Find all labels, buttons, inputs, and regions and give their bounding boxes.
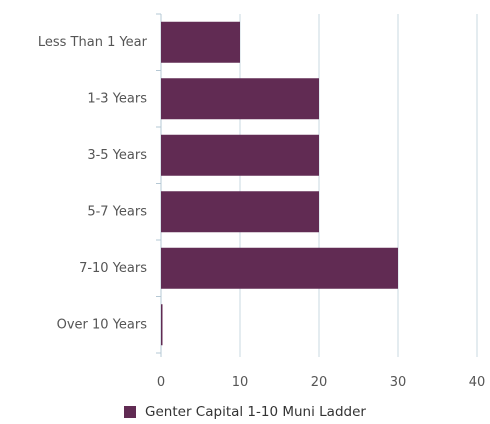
bar-chart: Less Than 1 Year 1-3 Years 3-5 Years 5-7 Ye…	[38, 13, 486, 390]
category-label: 3-5 Years	[87, 148, 147, 163]
x-tick-label: 30	[390, 375, 407, 390]
bar	[161, 134, 319, 176]
bar	[161, 21, 240, 63]
bar	[161, 247, 398, 289]
bar	[161, 191, 319, 233]
category-label: 7-10 Years	[79, 261, 147, 276]
bar	[161, 78, 319, 120]
category-label: Over 10 Years	[57, 317, 148, 332]
category-label: 5-7 Years	[87, 204, 147, 219]
x-tick-label: 10	[232, 375, 249, 390]
x-tick-label: 20	[311, 375, 328, 390]
legend-label: Genter Capital 1-10 Muni Ladder	[145, 404, 366, 420]
bar	[161, 304, 163, 346]
category-label: Less Than 1 Year	[38, 35, 148, 50]
legend: Genter Capital 1-10 Muni Ladder	[0, 401, 490, 423]
category-label: 1-3 Years	[87, 91, 147, 106]
legend-swatch	[124, 406, 137, 418]
x-tick-label: 40	[469, 375, 486, 390]
x-tick-label: 0	[157, 375, 165, 390]
